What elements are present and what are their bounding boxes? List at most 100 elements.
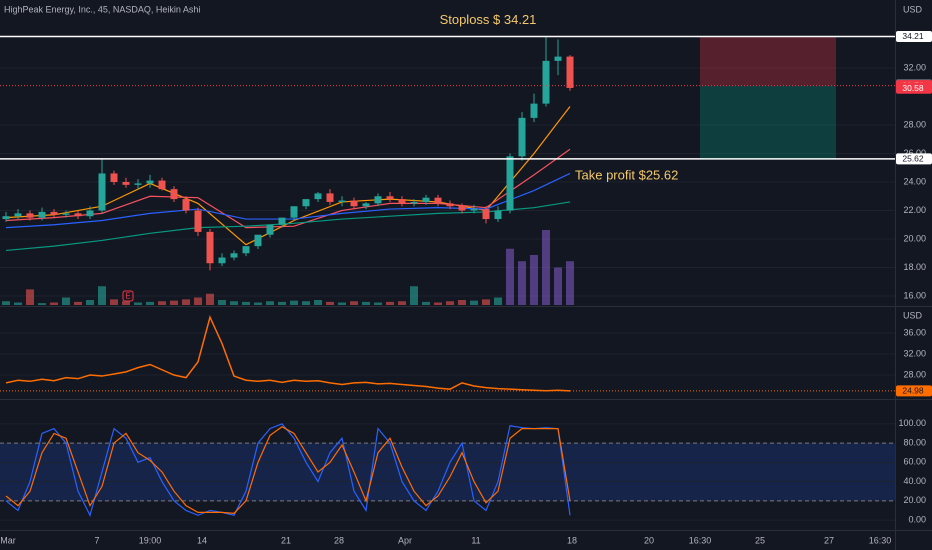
candle-body [110,173,118,183]
volume-bar [146,301,154,305]
candle-body [98,173,106,211]
candle-body [410,201,418,204]
y-tick-label: 0.00 [908,514,926,524]
currency: USD [903,310,923,320]
candle-body [206,231,214,264]
volume-bar [566,261,574,305]
volume-bar [14,302,22,305]
stoch-band [0,443,895,501]
volume-bar [158,301,166,305]
indicator-line [5,423,571,517]
y-tick-label: 100.00 [898,418,926,428]
candle-body [302,199,310,207]
candle-body [278,217,286,225]
x-tick-label: Mar [0,535,16,545]
volume-bar [2,301,10,305]
candle-body [458,206,466,211]
volume-bar [470,300,478,305]
x-tick-label: 25 [755,535,765,545]
candle-body [566,56,574,88]
candle-body [422,197,430,202]
candle-body [38,211,46,218]
y-tick-label: 24.00 [903,176,926,186]
x-tick-label: 16:30 [689,535,712,545]
volume-bar [494,297,502,305]
candle-body [362,203,370,207]
volume-bar [554,267,562,305]
candle-body [74,213,82,217]
volume-bar [434,302,442,305]
price-tag-label: 34.21 [902,31,924,41]
x-tick-label: 7 [94,535,99,545]
volume-bar [122,301,130,305]
candle-body [26,213,34,218]
candle-body [230,253,238,258]
candle-body [158,180,166,190]
candle-body [518,117,526,157]
volume-bar [254,302,262,305]
volume-bar [134,302,142,305]
price-tag-label: 30.58 [902,83,924,93]
symbol-title: HighPeak Energy, Inc., 45, NASDAQ, Heiki… [4,4,200,14]
volume-bar [182,299,190,305]
volume-bar [386,301,394,305]
volume-bar [266,301,274,305]
candle-body [506,156,514,211]
price-tag [896,30,932,42]
price-tag-label: 25.62 [902,154,924,164]
volume-bar [362,301,370,305]
y-tick-label: 20.00 [903,495,926,505]
candle-body [434,197,442,204]
volume-bar [458,300,466,305]
annotation: Take profit $25.62 [575,167,678,182]
volume-bar [26,289,34,305]
stop-zone [700,36,836,86]
y-tick-label: 22.00 [903,205,926,215]
volume-bar [338,302,346,305]
candle-body [542,60,550,104]
volume-bar [542,230,550,305]
x-tick-label: Apr [398,535,412,545]
candle-body [470,209,478,211]
volume-bar [206,293,214,305]
currency: USD [903,4,923,14]
candle-body [482,209,490,220]
candle-body [194,210,202,232]
candle-body [338,200,346,202]
y-tick-label: 60.00 [903,457,926,467]
y-tick-label: 28.00 [903,369,926,379]
volume-bar [398,301,406,305]
volume-bar [110,299,118,305]
volume-bar [74,301,82,305]
volume-bar [194,297,202,305]
volume-bar [314,300,322,305]
candle-body [350,200,358,207]
y-tick-label: 80.00 [903,437,926,447]
x-tick-label: 18 [567,535,577,545]
candle-body [50,211,58,215]
y-tick-label: 28.00 [903,119,926,129]
volume-bar [38,303,46,305]
earnings-badge [122,290,134,302]
candle-body [146,180,154,184]
candle-body [446,203,454,207]
y-tick-label: 26.00 [903,148,926,158]
volume-bar [446,301,454,305]
volume-bar [374,302,382,305]
candle-body [494,210,502,220]
volume-bar [506,248,514,305]
volume-bar [242,301,250,305]
candle-body [314,193,322,200]
earnings-marker: E [125,292,130,301]
x-tick-label: 20 [644,535,654,545]
candle-body [14,213,22,217]
y-tick-label: 32.00 [903,348,926,358]
value-tag [896,385,932,397]
candle-body [242,246,250,254]
y-tick-label: 16.00 [903,290,926,300]
volume-bar [218,300,226,305]
volume-bar [410,286,418,305]
volume-bar [422,301,430,305]
